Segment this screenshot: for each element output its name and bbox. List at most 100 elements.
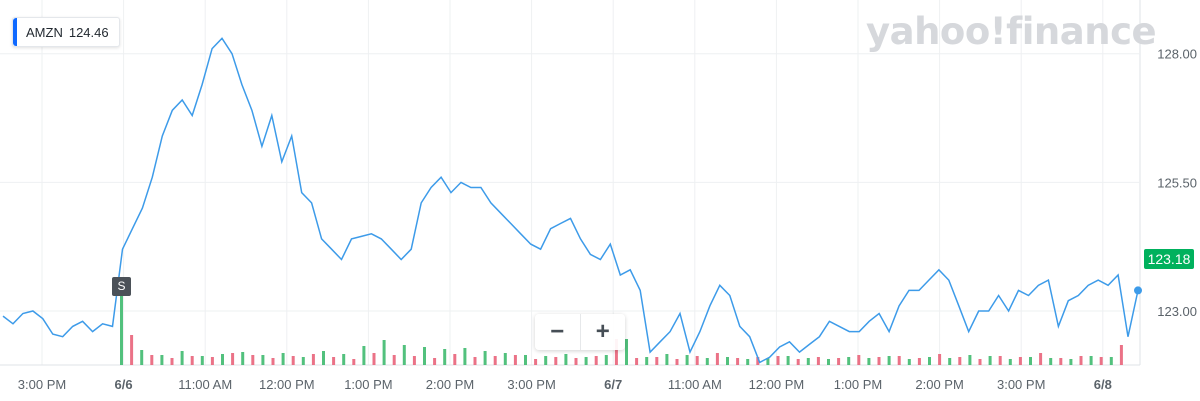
volume-bar-down: [938, 354, 942, 365]
x-tick-label: 12:00 PM: [749, 377, 805, 392]
volume-bar-down: [715, 353, 719, 365]
ticker-accent-bar: [13, 18, 17, 46]
volume-bar-up: [281, 353, 285, 365]
volume-bar-down: [897, 356, 901, 365]
x-axis-ticks: 3:00 PM 6/6 11:00 AM 12:00 PM 1:00 PM 2:00 PM…: [18, 377, 1112, 392]
volume-bar-down: [1099, 357, 1103, 365]
price-line-layer: [2, 37, 1142, 364]
volume-bar-up: [1089, 356, 1093, 365]
volume-bar-up: [524, 355, 527, 365]
volume-bar-down: [453, 354, 457, 365]
volume-bar-up: [806, 358, 810, 365]
volume-bar-up: [443, 349, 447, 365]
x-tick-label: 3:00 PM: [18, 377, 66, 392]
volume-bar-up: [1049, 358, 1053, 365]
volume-bar-down: [655, 357, 659, 365]
volume-bar-up: [342, 354, 346, 365]
volume-bar-down: [1018, 357, 1022, 365]
volume-bar-up: [584, 357, 588, 365]
volume-bar-up: [928, 357, 931, 365]
current-price-tag: 123.18: [1144, 249, 1194, 269]
volume-bar-down: [170, 358, 174, 365]
volume-bar-down: [311, 354, 315, 365]
volume-bar-up: [685, 355, 689, 365]
volume-bar-up: [1069, 359, 1073, 365]
volume-bar-up: [241, 352, 245, 365]
x-tick-label: 3:00 PM: [507, 377, 555, 392]
volume-bar-up: [948, 358, 952, 365]
volume-bar-down: [392, 355, 396, 365]
volume-bar-down: [695, 356, 699, 365]
volume-bar-down: [857, 355, 861, 365]
zoom-out-button[interactable]: −: [550, 318, 565, 345]
volume-bar-down: [877, 357, 881, 365]
volume-bar-up: [382, 340, 386, 365]
volume-bar-down: [352, 359, 356, 365]
volume-bar-up: [160, 355, 164, 365]
volume-bar-up: [907, 359, 911, 365]
x-tick-label: 6/8: [1094, 377, 1112, 392]
volume-bar-up: [867, 358, 871, 365]
volume-bar-down: [412, 356, 416, 365]
volume-bar-down: [776, 356, 780, 365]
split-event-marker[interactable]: S: [112, 277, 131, 296]
volume-bars: [120, 295, 1123, 365]
volume-bar-up: [261, 355, 265, 365]
volume-bar-up: [221, 354, 224, 365]
x-tick-label: 12:00 PM: [259, 377, 315, 392]
volume-bar-down: [736, 358, 740, 365]
price-line: [2, 37, 1139, 364]
x-tick-label: 2:00 PM: [426, 377, 474, 392]
volume-bar-down: [796, 359, 800, 365]
volume-bar-up: [564, 354, 568, 365]
volume-bar-down: [493, 356, 497, 365]
volume-bar-up: [1109, 357, 1113, 365]
volume-bar-up: [423, 347, 426, 365]
zoom-in-button[interactable]: +: [579, 314, 626, 350]
volume-bar-up: [726, 357, 729, 365]
volume-bar-up: [180, 351, 184, 365]
volume-bar-down: [271, 358, 275, 365]
volume-bar-down: [130, 335, 134, 365]
yahoo-finance-logo: yahoo!finance: [866, 10, 1157, 53]
volume-bar-down: [190, 356, 194, 365]
x-tick-label: 1:00 PM: [834, 377, 882, 392]
volume-bar-up: [645, 357, 649, 365]
volume-bar-up: [322, 351, 325, 365]
x-tick-label: 11:00 AM: [668, 377, 722, 392]
volume-bar-down: [1079, 356, 1083, 365]
ticker-badge[interactable]: AMZN 124.46: [12, 17, 120, 47]
volume-bar-down: [917, 358, 921, 365]
volume-bar-up: [766, 358, 770, 365]
x-tick-label: 6/7: [604, 377, 622, 392]
volume-bar-up: [604, 355, 608, 365]
volume-bar-down: [635, 358, 639, 365]
volume-bar-up: [362, 346, 366, 365]
chart-grid: [0, 0, 1141, 366]
volume-bar-down: [210, 357, 214, 365]
x-tick-label: 6/6: [115, 377, 133, 392]
volume-bar-up: [887, 356, 891, 365]
volume-bar-down: [1059, 358, 1063, 365]
zoom-control: − +: [535, 314, 625, 350]
volume-bar-up: [463, 348, 467, 365]
volume-bar-down: [433, 358, 437, 365]
volume-bar-down: [513, 355, 517, 365]
x-tick-label: 2:00 PM: [915, 377, 963, 392]
volume-bar-up: [503, 353, 507, 365]
volume-bar-down: [837, 358, 841, 365]
volume-bar-up: [1029, 357, 1032, 365]
volume-bar-down: [1119, 345, 1123, 365]
volume-bar-down: [958, 357, 962, 365]
volume-bar-down: [574, 358, 578, 365]
volume-bar-down: [332, 357, 336, 365]
last-price-dot: [1134, 286, 1142, 295]
ticker-symbol: AMZN: [26, 24, 63, 40]
volume-bar-up: [483, 351, 487, 365]
volume-bar-down: [614, 339, 618, 365]
volume-bar-up: [625, 339, 628, 365]
volume-bar-up: [705, 358, 709, 365]
volume-bar-down: [554, 357, 558, 365]
y-tick-label: 128.00: [1157, 47, 1197, 62]
